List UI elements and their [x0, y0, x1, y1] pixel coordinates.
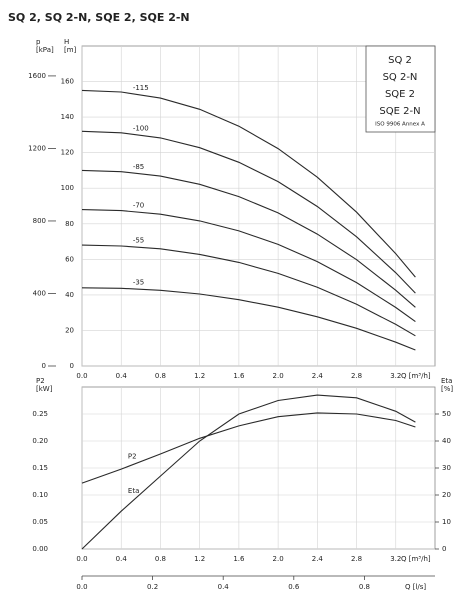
x-tick-label: 0.0: [76, 555, 87, 563]
y-tick-label: 0.10: [32, 491, 48, 499]
y-tick-label: 40: [65, 291, 74, 299]
y-axis-label: H: [64, 38, 69, 46]
x2-tick-label: 0.0: [76, 583, 87, 591]
x-tick-label: 0.4: [116, 555, 128, 563]
x-axis-label: Q [m³/h]: [401, 372, 431, 380]
y2-tick-label: 20: [442, 491, 451, 499]
y-tick-label: 0.00: [32, 545, 48, 553]
curve-label: -115: [133, 84, 149, 92]
curve: [81, 244, 416, 337]
x2-axis-label: Q [l/s]: [405, 583, 426, 591]
y2-tick-label: 1600: [28, 72, 46, 80]
curve: [81, 89, 416, 278]
y2-axis-label: [%]: [441, 385, 453, 393]
y2-tick-label: 800: [33, 217, 46, 225]
curve: [81, 169, 416, 308]
y2-tick-label: 40: [442, 437, 451, 445]
y2-axis-label: [kPa]: [36, 46, 54, 54]
y-tick-label: 0.05: [32, 518, 48, 526]
x-tick-label: 0.4: [116, 372, 128, 380]
y-tick-label: 0.25: [32, 410, 48, 418]
x-tick-label: 0.0: [76, 372, 87, 380]
curve-label: -35: [133, 278, 144, 286]
y-tick-label: 100: [61, 184, 74, 192]
y2-tick-label: 0: [42, 362, 46, 370]
y-tick-label: 140: [61, 113, 74, 121]
curve-label: -85: [133, 163, 144, 171]
model-box: [365, 45, 436, 133]
curve-label: -70: [133, 201, 144, 209]
x2-tick-label: 0.4: [218, 583, 230, 591]
model-name: SQE 2: [385, 89, 415, 100]
curve: [81, 287, 416, 351]
x-tick-label: 3.2: [390, 555, 401, 563]
x2-tick-label: 0.2: [147, 583, 158, 591]
x-tick-label: 1.6: [233, 555, 245, 563]
page-title: SQ 2, SQ 2-N, SQE 2, SQE 2-N: [8, 11, 190, 24]
curve-label: Eta: [128, 487, 139, 495]
y-tick-label: 20: [65, 326, 74, 334]
curve-label: -100: [133, 124, 149, 132]
model-name: SQ 2: [388, 55, 412, 66]
y2-axis-label: Eta: [441, 377, 452, 385]
y2-tick-label: 1200: [28, 144, 46, 152]
curve: [81, 412, 416, 484]
x-tick-label: 2.8: [351, 372, 362, 380]
y-tick-label: 0: [70, 362, 74, 370]
standard-note: ISO 9906 Annex A: [375, 122, 425, 128]
y-tick-label: 0.20: [32, 437, 48, 445]
y2-tick-label: 30: [442, 464, 451, 472]
curve-label: -55: [133, 236, 144, 244]
y2-tick-label: 50: [442, 410, 451, 418]
curve-label: P2: [128, 452, 137, 460]
y-axis-label: [m]: [64, 46, 77, 54]
x-tick-label: 2.0: [273, 372, 284, 380]
x-tick-label: 2.4: [312, 555, 324, 563]
curve: [81, 394, 416, 550]
x-tick-label: 1.2: [194, 555, 205, 563]
y-axis-label: P2: [36, 377, 45, 385]
x-tick-label: 0.8: [155, 372, 166, 380]
model-name: SQE 2-N: [379, 106, 420, 117]
y2-tick-label: 10: [442, 518, 451, 526]
x-tick-label: 3.2: [390, 372, 401, 380]
y-axis-label: [kW]: [36, 385, 53, 393]
y-tick-label: 80: [65, 220, 74, 228]
x-tick-label: 1.6: [233, 372, 245, 380]
x-tick-label: 1.2: [194, 372, 205, 380]
y2-axis-label: p: [36, 38, 41, 46]
x2-tick-label: 0.8: [359, 583, 370, 591]
y-tick-label: 120: [61, 149, 74, 157]
model-name: SQ 2-N: [383, 72, 418, 83]
x-tick-label: 2.4: [312, 372, 324, 380]
curve: [81, 209, 416, 323]
y-tick-label: 60: [65, 255, 74, 263]
y2-tick-label: 400: [33, 289, 46, 297]
x-tick-label: 2.8: [351, 555, 362, 563]
y-tick-label: 160: [61, 78, 74, 86]
x-tick-label: 2.0: [273, 555, 284, 563]
y-tick-label: 0.15: [32, 464, 48, 472]
curve: [81, 130, 416, 294]
y2-tick-label: 0: [442, 545, 446, 553]
x-tick-label: 0.8: [155, 555, 166, 563]
x2-tick-label: 0.6: [288, 583, 300, 591]
x-axis-label: Q [m³/h]: [401, 555, 431, 563]
